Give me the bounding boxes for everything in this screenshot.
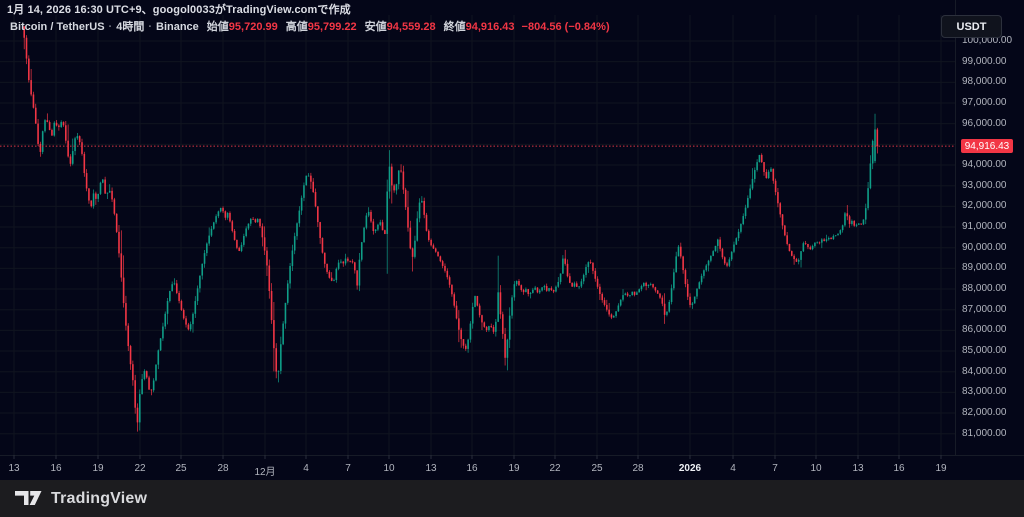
- tradingview-logo-icon: [15, 491, 42, 505]
- time-axis-label: 10: [383, 463, 395, 474]
- price-axis-label: 89,000.00: [962, 262, 1007, 274]
- currency-toggle-button[interactable]: USDT: [941, 15, 1002, 38]
- time-axis-label: 4: [730, 463, 736, 474]
- time-axis-label: 7: [345, 463, 351, 474]
- time-axis[interactable]: 13 16 19 22 25 28 12月 4 7 10 13 16 19 22 25 28 2026 4 7 10 1…: [0, 456, 1024, 480]
- time-axis-label: 13: [852, 463, 864, 474]
- price-axis-label: 86,000.00: [962, 324, 1007, 336]
- time-axis-label: 16: [466, 463, 478, 474]
- price-axis-label: 85,000.00: [962, 345, 1007, 357]
- ohlc-label: 高値: [285, 21, 308, 33]
- tradingview-logo-link[interactable]: TradingView: [15, 490, 147, 508]
- ohlc-label: 終値: [443, 21, 466, 33]
- price-axis-label: 83,000.00: [962, 386, 1007, 398]
- time-axis-label: 25: [175, 463, 187, 474]
- ohlc-label: 始値: [206, 21, 229, 33]
- time-axis-label: 4: [303, 463, 309, 474]
- ohlc-values: 始値95,720.99 高値95,799.22 安値94,559.28 終値94,91…: [199, 21, 515, 33]
- ohlc-value: 95,720.99: [228, 21, 278, 33]
- ohlc-value: 94,559.28: [386, 21, 436, 33]
- ohlc-label: 安値: [364, 21, 387, 33]
- time-axis-label: 19: [508, 463, 520, 474]
- price-axis-label: 88,000.00: [962, 283, 1007, 295]
- time-axis-label: 12月: [254, 467, 276, 478]
- change-value: −804.56 (−0.84%): [521, 21, 610, 33]
- tradingview-brand-text: TradingView: [51, 489, 148, 507]
- price-axis-label: 99,000.00: [962, 55, 1007, 67]
- price-axis-label: 90,000.00: [962, 241, 1007, 253]
- bottom-brand-bar: TradingView: [0, 480, 1024, 517]
- price-axis-label: 100,000.00: [962, 35, 1013, 46]
- time-axis-label: 16: [50, 463, 62, 474]
- time-axis-label: 13: [425, 463, 437, 474]
- time-axis-label: 19: [92, 463, 104, 474]
- time-axis-label: 10: [810, 463, 822, 474]
- time-axis-label: 13: [8, 463, 20, 474]
- time-axis-label: 7: [772, 463, 778, 474]
- price-axis-label: 81,000.00: [962, 427, 1007, 439]
- price-axis-label: 87,000.00: [962, 303, 1007, 315]
- price-axis[interactable]: 100,000.00 99,000.00 98,000.00 97,000.00 96,…: [955, 0, 1024, 480]
- time-axis-label: 28: [217, 463, 229, 474]
- interval-label: 4時間: [116, 21, 145, 33]
- ohlc-value: 95,799.22: [307, 21, 357, 33]
- price-axis-label: 96,000.00: [962, 117, 1007, 129]
- time-axis-label: 2026: [678, 463, 702, 474]
- last-price-label: 94,916.43: [961, 139, 1013, 154]
- price-axis-label: 82,000.00: [962, 407, 1007, 419]
- price-axis-label: 84,000.00: [962, 365, 1007, 377]
- price-axis-label: 97,000.00: [962, 97, 1007, 108]
- time-axis-label: 16: [893, 463, 905, 474]
- time-axis-label: 28: [632, 463, 644, 474]
- price-axis-label: 91,000.00: [962, 221, 1007, 233]
- ohlc-value: 94,916.43: [465, 21, 515, 33]
- time-axis-label: 19: [935, 463, 947, 474]
- time-axis-label: 25: [591, 463, 603, 474]
- exchange-label: Binance: [156, 21, 199, 33]
- time-axis-label: 22: [134, 463, 146, 474]
- price-axis-label: 93,000.00: [962, 179, 1007, 191]
- legend-separator: ·: [148, 21, 152, 33]
- symbol-name: Bitcoin / TetherUS: [10, 21, 105, 33]
- time-axis-label: 22: [549, 463, 561, 474]
- price-axis-label: 94,000.00: [962, 159, 1007, 171]
- price-axis-label: 92,000.00: [962, 200, 1007, 212]
- legend-separator: ·: [108, 21, 113, 33]
- chart-legend: Bitcoin / TetherUS · 4時間 · Binance 始値95,720.9…: [10, 18, 610, 34]
- snapshot-attribution: 1月 14, 2026 16:30 UTC+9、googol0033がTradi…: [7, 4, 351, 16]
- price-axis-label: 98,000.00: [962, 76, 1007, 88]
